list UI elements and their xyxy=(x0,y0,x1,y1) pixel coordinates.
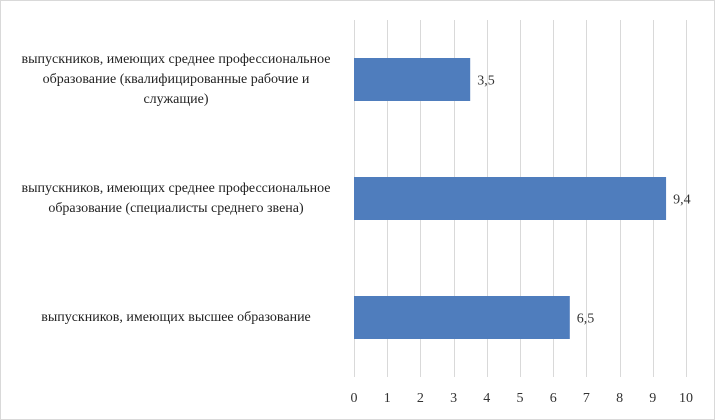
tick-label: 3 xyxy=(450,391,457,406)
category-label-2: выпускников, имеющих среднее профессиона… xyxy=(21,180,331,216)
bar xyxy=(354,58,471,101)
bar xyxy=(354,296,570,339)
tick-label: 0 xyxy=(351,391,358,406)
category-label-3: выпускников, имеющих высшее образование xyxy=(41,309,311,325)
tick-label: 9 xyxy=(649,391,656,406)
bar xyxy=(354,177,667,220)
data-label: 6,5 xyxy=(577,312,595,327)
tick-label: 2 xyxy=(417,391,424,406)
data-label: 3,5 xyxy=(477,74,495,89)
tick-label: 10 xyxy=(679,391,693,406)
tick-label: 8 xyxy=(616,391,623,406)
category-label-1: выпускников, имеющих среднее профессиона… xyxy=(21,51,331,107)
data-label: 9,4 xyxy=(673,193,691,208)
tick-label: 1 xyxy=(384,391,391,406)
tick-label: 6 xyxy=(550,391,557,406)
tick-label: 7 xyxy=(583,391,590,406)
tick-label: 4 xyxy=(483,391,490,406)
tick-label: 5 xyxy=(517,391,524,406)
